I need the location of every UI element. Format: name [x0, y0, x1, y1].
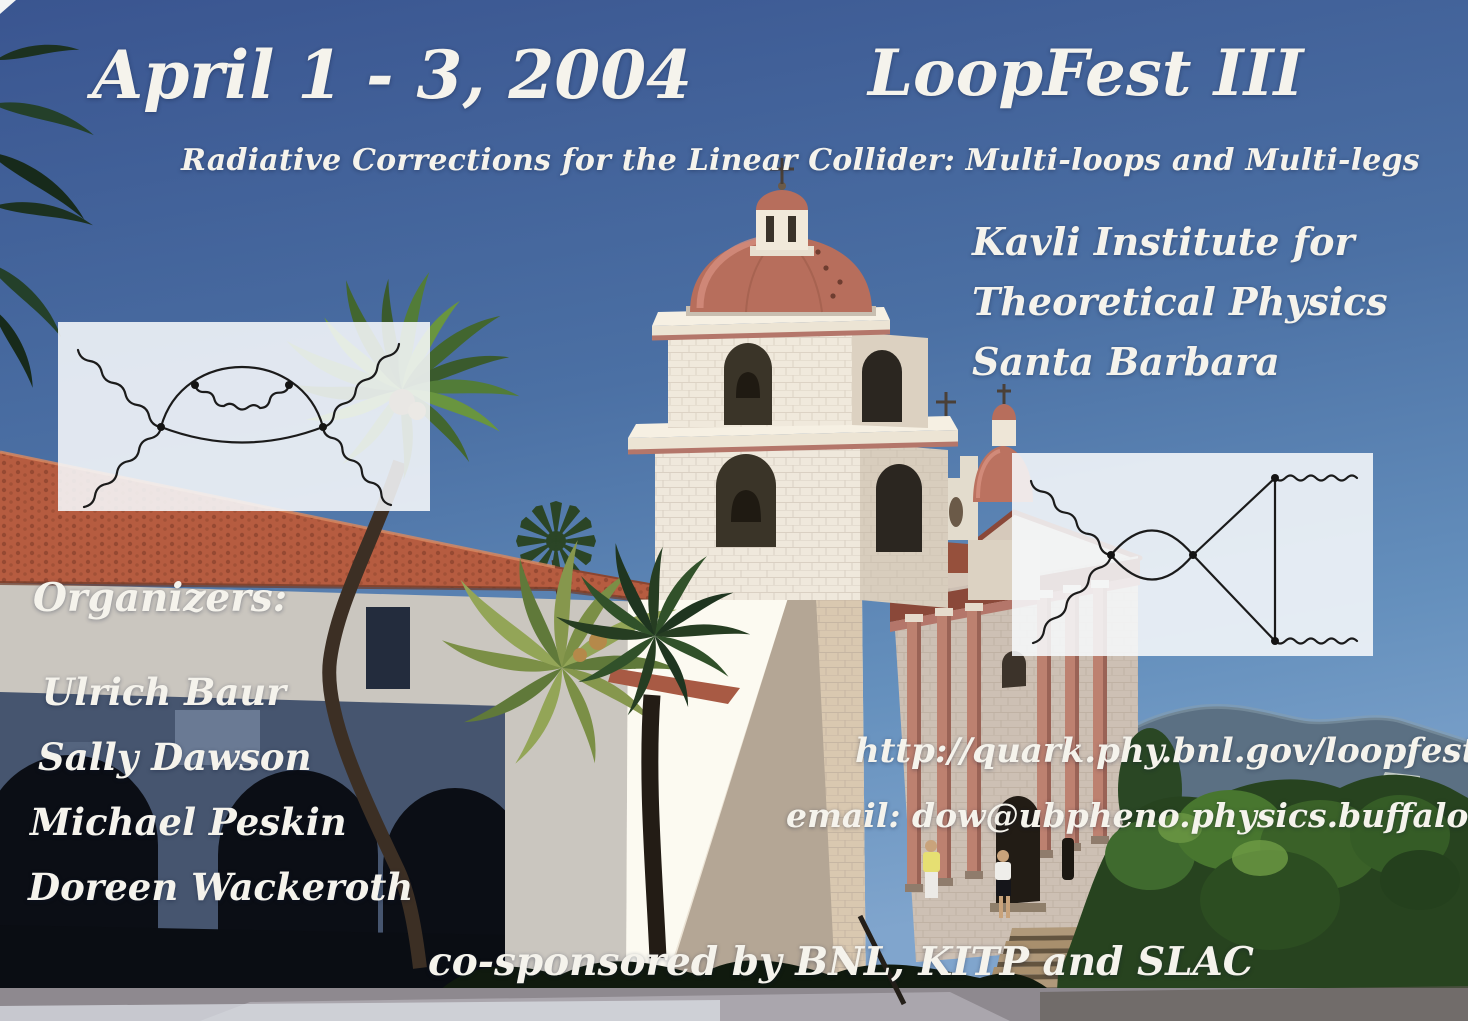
- venue-block: Kavli Institute for Theoretical Physics …: [972, 212, 1388, 392]
- dark-palm-tree: [553, 543, 751, 959]
- window: [366, 607, 410, 689]
- bell-icon: [731, 490, 761, 522]
- conference-subtitle: Radiative Corrections for the Linear Col…: [181, 143, 1420, 178]
- venue-line-2: Theoretical Physics: [972, 279, 1388, 324]
- handrail: [857, 914, 907, 1006]
- venue-line-3: Santa Barbara: [972, 339, 1280, 384]
- road: [0, 986, 1468, 1021]
- conference-dates: April 1 - 3, 2004: [92, 36, 693, 114]
- bell-icon: [736, 372, 760, 398]
- venue-line-1: Kavli Institute for: [972, 219, 1355, 264]
- contact-email: email: dow@ubpheno.physics.buffalo.edu: [786, 796, 1468, 835]
- sponsors-line: co-sponsored by BNL, KITP and SLAC: [428, 939, 1254, 985]
- conference-title: LoopFest III: [868, 36, 1304, 111]
- cross-icon: [770, 158, 794, 184]
- bell-tower: [608, 158, 959, 1000]
- organizer-name: Doreen Wackeroth: [28, 865, 414, 909]
- dome: [690, 236, 872, 312]
- photo-corner-notch: [0, 0, 16, 14]
- arcade-shadow-wall: [0, 692, 505, 1021]
- organizer-name: Sally Dawson: [38, 735, 312, 779]
- organizer-name: Ulrich Baur: [42, 670, 286, 714]
- website-url: http://quark.phy.bnl.gov/loopfest3: [855, 731, 1468, 771]
- right-feynman-diagram: [1012, 453, 1373, 656]
- left-feynman-diagram: [58, 322, 430, 511]
- cross-icon: [997, 384, 1011, 404]
- organizers-heading: Organizers:: [33, 575, 288, 621]
- organizers-list: Ulrich Baur Sally Dawson Michael Peskin …: [28, 660, 413, 920]
- trees: [1055, 728, 1468, 1021]
- organizer-name: Michael Peskin: [30, 800, 347, 844]
